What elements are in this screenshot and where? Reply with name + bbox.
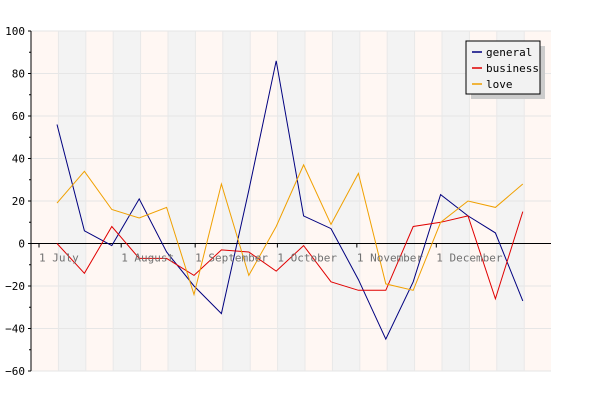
y-tick-label: −20 <box>5 280 25 293</box>
x-month-label: 1 October <box>277 252 337 265</box>
legend-label: business <box>486 62 539 75</box>
y-tick-label: 60 <box>12 110 25 123</box>
axes <box>28 30 551 372</box>
x-month-label: 1 September <box>195 252 268 265</box>
legend: general business love <box>465 40 545 99</box>
x-month-label: 1 July <box>39 252 79 265</box>
series-line-business <box>56 211 524 301</box>
y-tick-label: −60 <box>5 365 25 378</box>
y-tick-label: 100 <box>5 25 25 38</box>
x-month-label: 1 December <box>436 252 503 265</box>
axis-labels: −60 −40 −20 0 20 40 60 80 100 1 July 1 August 1 Sep… <box>5 25 503 378</box>
y-tick-label: 80 <box>12 68 25 81</box>
y-tick-label: 40 <box>12 153 25 166</box>
y-tick-label: 0 <box>18 238 25 251</box>
x-month-label: 1 November <box>357 252 424 265</box>
legend-label: general <box>486 46 532 59</box>
y-tick-label: 20 <box>12 195 25 208</box>
series-line-general <box>56 60 524 341</box>
series-lines <box>56 60 524 341</box>
y-tick-label: −40 <box>5 323 25 336</box>
x-month-label: 1 August <box>121 252 174 265</box>
legend-label: love <box>486 78 513 91</box>
series-line-love <box>56 163 524 297</box>
